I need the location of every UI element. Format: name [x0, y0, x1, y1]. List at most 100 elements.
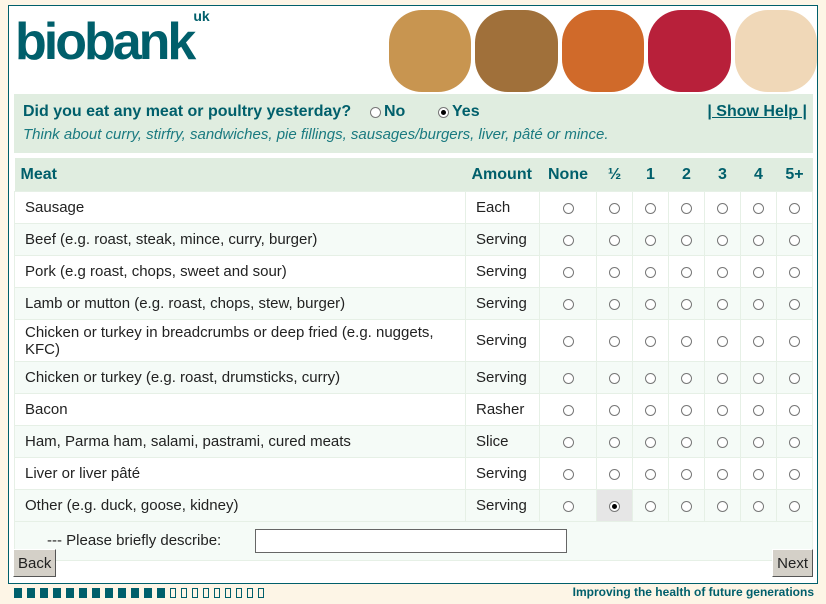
amount-option-cell[interactable]: [668, 319, 705, 362]
amount-radio[interactable]: [645, 404, 656, 416]
amount-radio[interactable]: [609, 335, 620, 347]
amount-radio[interactable]: [609, 372, 620, 384]
amount-option-cell[interactable]: [668, 489, 705, 522]
amount-radio[interactable]: [645, 500, 656, 512]
amount-radio[interactable]: [681, 202, 692, 214]
amount-radio[interactable]: [789, 298, 800, 310]
amount-radio[interactable]: [645, 202, 656, 214]
radio-no[interactable]: [370, 106, 381, 118]
amount-option-cell[interactable]: [740, 393, 777, 426]
amount-option-cell[interactable]: [740, 425, 777, 458]
amount-radio[interactable]: [789, 372, 800, 384]
amount-option-cell[interactable]: [539, 287, 597, 320]
amount-option-cell[interactable]: [740, 255, 777, 288]
amount-radio[interactable]: [645, 436, 656, 448]
amount-radio[interactable]: [562, 500, 574, 512]
amount-option-cell[interactable]: [776, 319, 813, 362]
amount-radio[interactable]: [789, 436, 800, 448]
amount-radio[interactable]: [562, 335, 574, 347]
amount-radio[interactable]: [681, 404, 692, 416]
amount-radio[interactable]: [562, 436, 574, 448]
amount-option-cell[interactable]: [740, 457, 777, 490]
amount-radio[interactable]: [753, 372, 764, 384]
amount-option-cell[interactable]: [632, 457, 669, 490]
amount-option-cell[interactable]: [539, 425, 597, 458]
amount-radio[interactable]: [717, 468, 728, 480]
amount-radio[interactable]: [789, 500, 800, 512]
amount-option-cell[interactable]: [632, 287, 669, 320]
amount-radio[interactable]: [717, 500, 728, 512]
amount-option-cell[interactable]: [668, 425, 705, 458]
amount-option-cell[interactable]: [596, 393, 633, 426]
amount-radio[interactable]: [562, 234, 574, 246]
amount-radio[interactable]: [645, 372, 656, 384]
amount-option-cell[interactable]: [596, 287, 633, 320]
amount-option-cell[interactable]: [632, 489, 669, 522]
amount-radio[interactable]: [717, 404, 728, 416]
amount-option-cell[interactable]: [596, 255, 633, 288]
amount-radio[interactable]: [753, 298, 764, 310]
amount-radio[interactable]: [609, 266, 620, 278]
next-button[interactable]: Next: [772, 549, 813, 577]
amount-option-cell[interactable]: [539, 457, 597, 490]
amount-option-cell[interactable]: [539, 361, 597, 394]
amount-radio[interactable]: [789, 404, 800, 416]
amount-option-cell[interactable]: [539, 255, 597, 288]
amount-radio[interactable]: [753, 468, 764, 480]
amount-radio[interactable]: [562, 266, 574, 278]
amount-option-cell[interactable]: [776, 425, 813, 458]
amount-radio[interactable]: [609, 500, 620, 512]
amount-option-cell[interactable]: [539, 489, 597, 522]
amount-radio[interactable]: [681, 266, 692, 278]
radio-yes[interactable]: [438, 106, 449, 118]
amount-radio[interactable]: [645, 298, 656, 310]
amount-option-cell[interactable]: [632, 425, 669, 458]
amount-option-cell[interactable]: [740, 319, 777, 362]
option-yes[interactable]: Yes: [438, 103, 480, 121]
describe-input[interactable]: [255, 529, 568, 553]
amount-option-cell[interactable]: [740, 361, 777, 394]
amount-radio[interactable]: [717, 298, 728, 310]
amount-option-cell[interactable]: [704, 489, 741, 522]
amount-option-cell[interactable]: [668, 457, 705, 490]
amount-option-cell[interactable]: [740, 287, 777, 320]
amount-radio[interactable]: [753, 335, 764, 347]
amount-option-cell[interactable]: [776, 489, 813, 522]
amount-radio[interactable]: [717, 372, 728, 384]
amount-option-cell[interactable]: [539, 319, 597, 362]
amount-radio[interactable]: [562, 372, 574, 384]
amount-radio[interactable]: [789, 468, 800, 480]
amount-radio[interactable]: [609, 298, 620, 310]
amount-option-cell[interactable]: [776, 457, 813, 490]
amount-option-cell[interactable]: [776, 393, 813, 426]
amount-option-cell[interactable]: [596, 361, 633, 394]
amount-radio[interactable]: [681, 468, 692, 480]
amount-radio[interactable]: [753, 234, 764, 246]
amount-radio[interactable]: [681, 436, 692, 448]
amount-radio[interactable]: [717, 266, 728, 278]
amount-option-cell[interactable]: [704, 457, 741, 490]
option-no[interactable]: No: [370, 103, 405, 121]
amount-radio[interactable]: [562, 202, 574, 214]
amount-radio[interactable]: [609, 468, 620, 480]
amount-radio[interactable]: [717, 335, 728, 347]
amount-option-cell[interactable]: [740, 489, 777, 522]
amount-option-cell[interactable]: [776, 255, 813, 288]
show-help-link[interactable]: | Show Help |: [707, 103, 807, 120]
amount-option-cell[interactable]: [776, 287, 813, 320]
amount-option-cell[interactable]: [704, 319, 741, 362]
amount-radio[interactable]: [645, 468, 656, 480]
amount-option-cell[interactable]: [704, 393, 741, 426]
amount-radio[interactable]: [645, 335, 656, 347]
amount-radio[interactable]: [681, 298, 692, 310]
amount-radio[interactable]: [645, 234, 656, 246]
back-button[interactable]: Back: [13, 549, 57, 577]
amount-option-cell[interactable]: [668, 393, 705, 426]
amount-option-cell[interactable]: [539, 223, 597, 256]
amount-radio[interactable]: [609, 234, 620, 246]
amount-radio[interactable]: [789, 202, 800, 214]
amount-radio[interactable]: [562, 298, 574, 310]
amount-option-cell[interactable]: [632, 319, 669, 362]
amount-radio[interactable]: [753, 404, 764, 416]
amount-option-cell[interactable]: [704, 361, 741, 394]
